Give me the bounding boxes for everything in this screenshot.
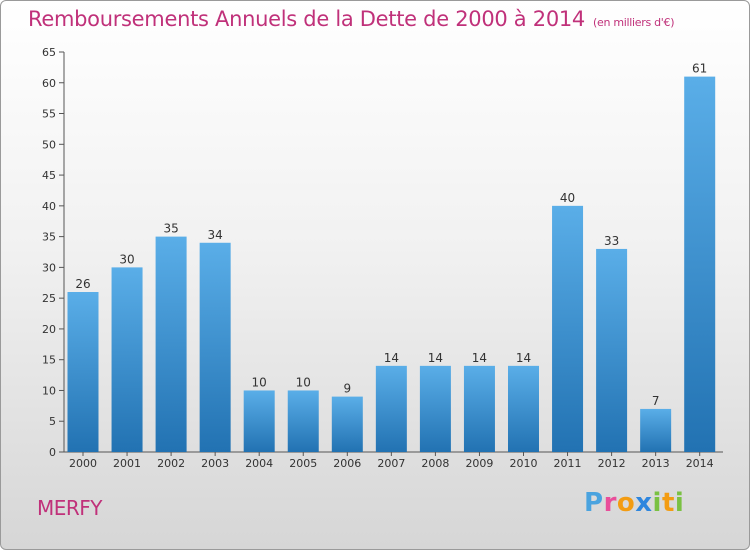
bar-2006: [331, 396, 363, 452]
y-tick-label: 20: [42, 323, 56, 336]
x-tick-label: 2011: [554, 457, 582, 470]
chart-unit: (en milliers d'€): [593, 16, 675, 29]
bar-2012: [596, 248, 628, 452]
value-label: 10: [252, 375, 267, 389]
bar-2007: [375, 365, 407, 452]
value-label: 7: [652, 394, 660, 408]
bar-2002: [155, 236, 187, 452]
x-tick-label: 2008: [421, 457, 449, 470]
y-tick-label: 50: [42, 138, 56, 151]
commune-name: MERFY: [37, 496, 103, 520]
value-label: 10: [296, 375, 311, 389]
value-label: 34: [208, 228, 223, 242]
bar-2001: [111, 267, 143, 452]
value-label: 14: [384, 351, 399, 365]
x-tick-label: 2009: [465, 457, 493, 470]
y-tick-label: 35: [42, 231, 56, 244]
value-label: 30: [119, 252, 134, 266]
value-label: 40: [560, 191, 575, 205]
x-tick-label: 2014: [686, 457, 714, 470]
chart-title: Remboursements Annuels de la Dette de 20…: [28, 7, 674, 31]
y-tick-label: 55: [42, 108, 56, 121]
bar-2009: [463, 365, 495, 452]
bar-2010: [508, 365, 539, 452]
x-tick-label: 2003: [201, 457, 229, 470]
value-label: 35: [163, 222, 178, 236]
y-tick-label: 10: [42, 384, 56, 397]
y-tick-label: 30: [42, 261, 56, 274]
bar-2004: [243, 390, 275, 452]
bar-2008: [419, 365, 451, 452]
x-tick-label: 2005: [289, 457, 317, 470]
value-label: 14: [428, 351, 443, 365]
x-tick-label: 2006: [333, 457, 361, 470]
bar-2000: [67, 292, 99, 452]
x-tick-label: 2013: [642, 457, 670, 470]
x-tick-label: 2007: [377, 457, 405, 470]
y-tick-label: 65: [42, 46, 56, 59]
x-tick-label: 2002: [157, 457, 185, 470]
value-label: 33: [604, 234, 619, 248]
chart-title-text: Remboursements Annuels de la Dette de 20…: [28, 7, 585, 31]
y-tick-label: 15: [42, 354, 56, 367]
bar-2013: [640, 408, 672, 452]
y-tick-label: 60: [42, 77, 56, 90]
y-tick-label: 0: [49, 446, 56, 459]
bar-2005: [287, 390, 319, 452]
bar-2011: [552, 205, 584, 452]
value-label: 14: [516, 351, 531, 365]
x-tick-label: 2000: [69, 457, 97, 470]
y-tick-label: 5: [49, 415, 56, 428]
value-label: 61: [692, 62, 707, 76]
value-label: 9: [343, 382, 351, 396]
x-tick-label: 2001: [113, 457, 141, 470]
y-tick-label: 40: [42, 200, 56, 213]
proxiti-logo: Proxiti: [584, 488, 685, 518]
bar-2003: [199, 242, 231, 452]
bar-2014: [684, 76, 716, 452]
y-tick-label: 25: [42, 292, 56, 305]
value-label: 26: [75, 277, 90, 291]
x-tick-label: 2010: [510, 457, 538, 470]
y-tick-label: 45: [42, 169, 56, 182]
value-label: 14: [472, 351, 487, 365]
x-tick-label: 2012: [598, 457, 626, 470]
x-tick-label: 2004: [245, 457, 273, 470]
